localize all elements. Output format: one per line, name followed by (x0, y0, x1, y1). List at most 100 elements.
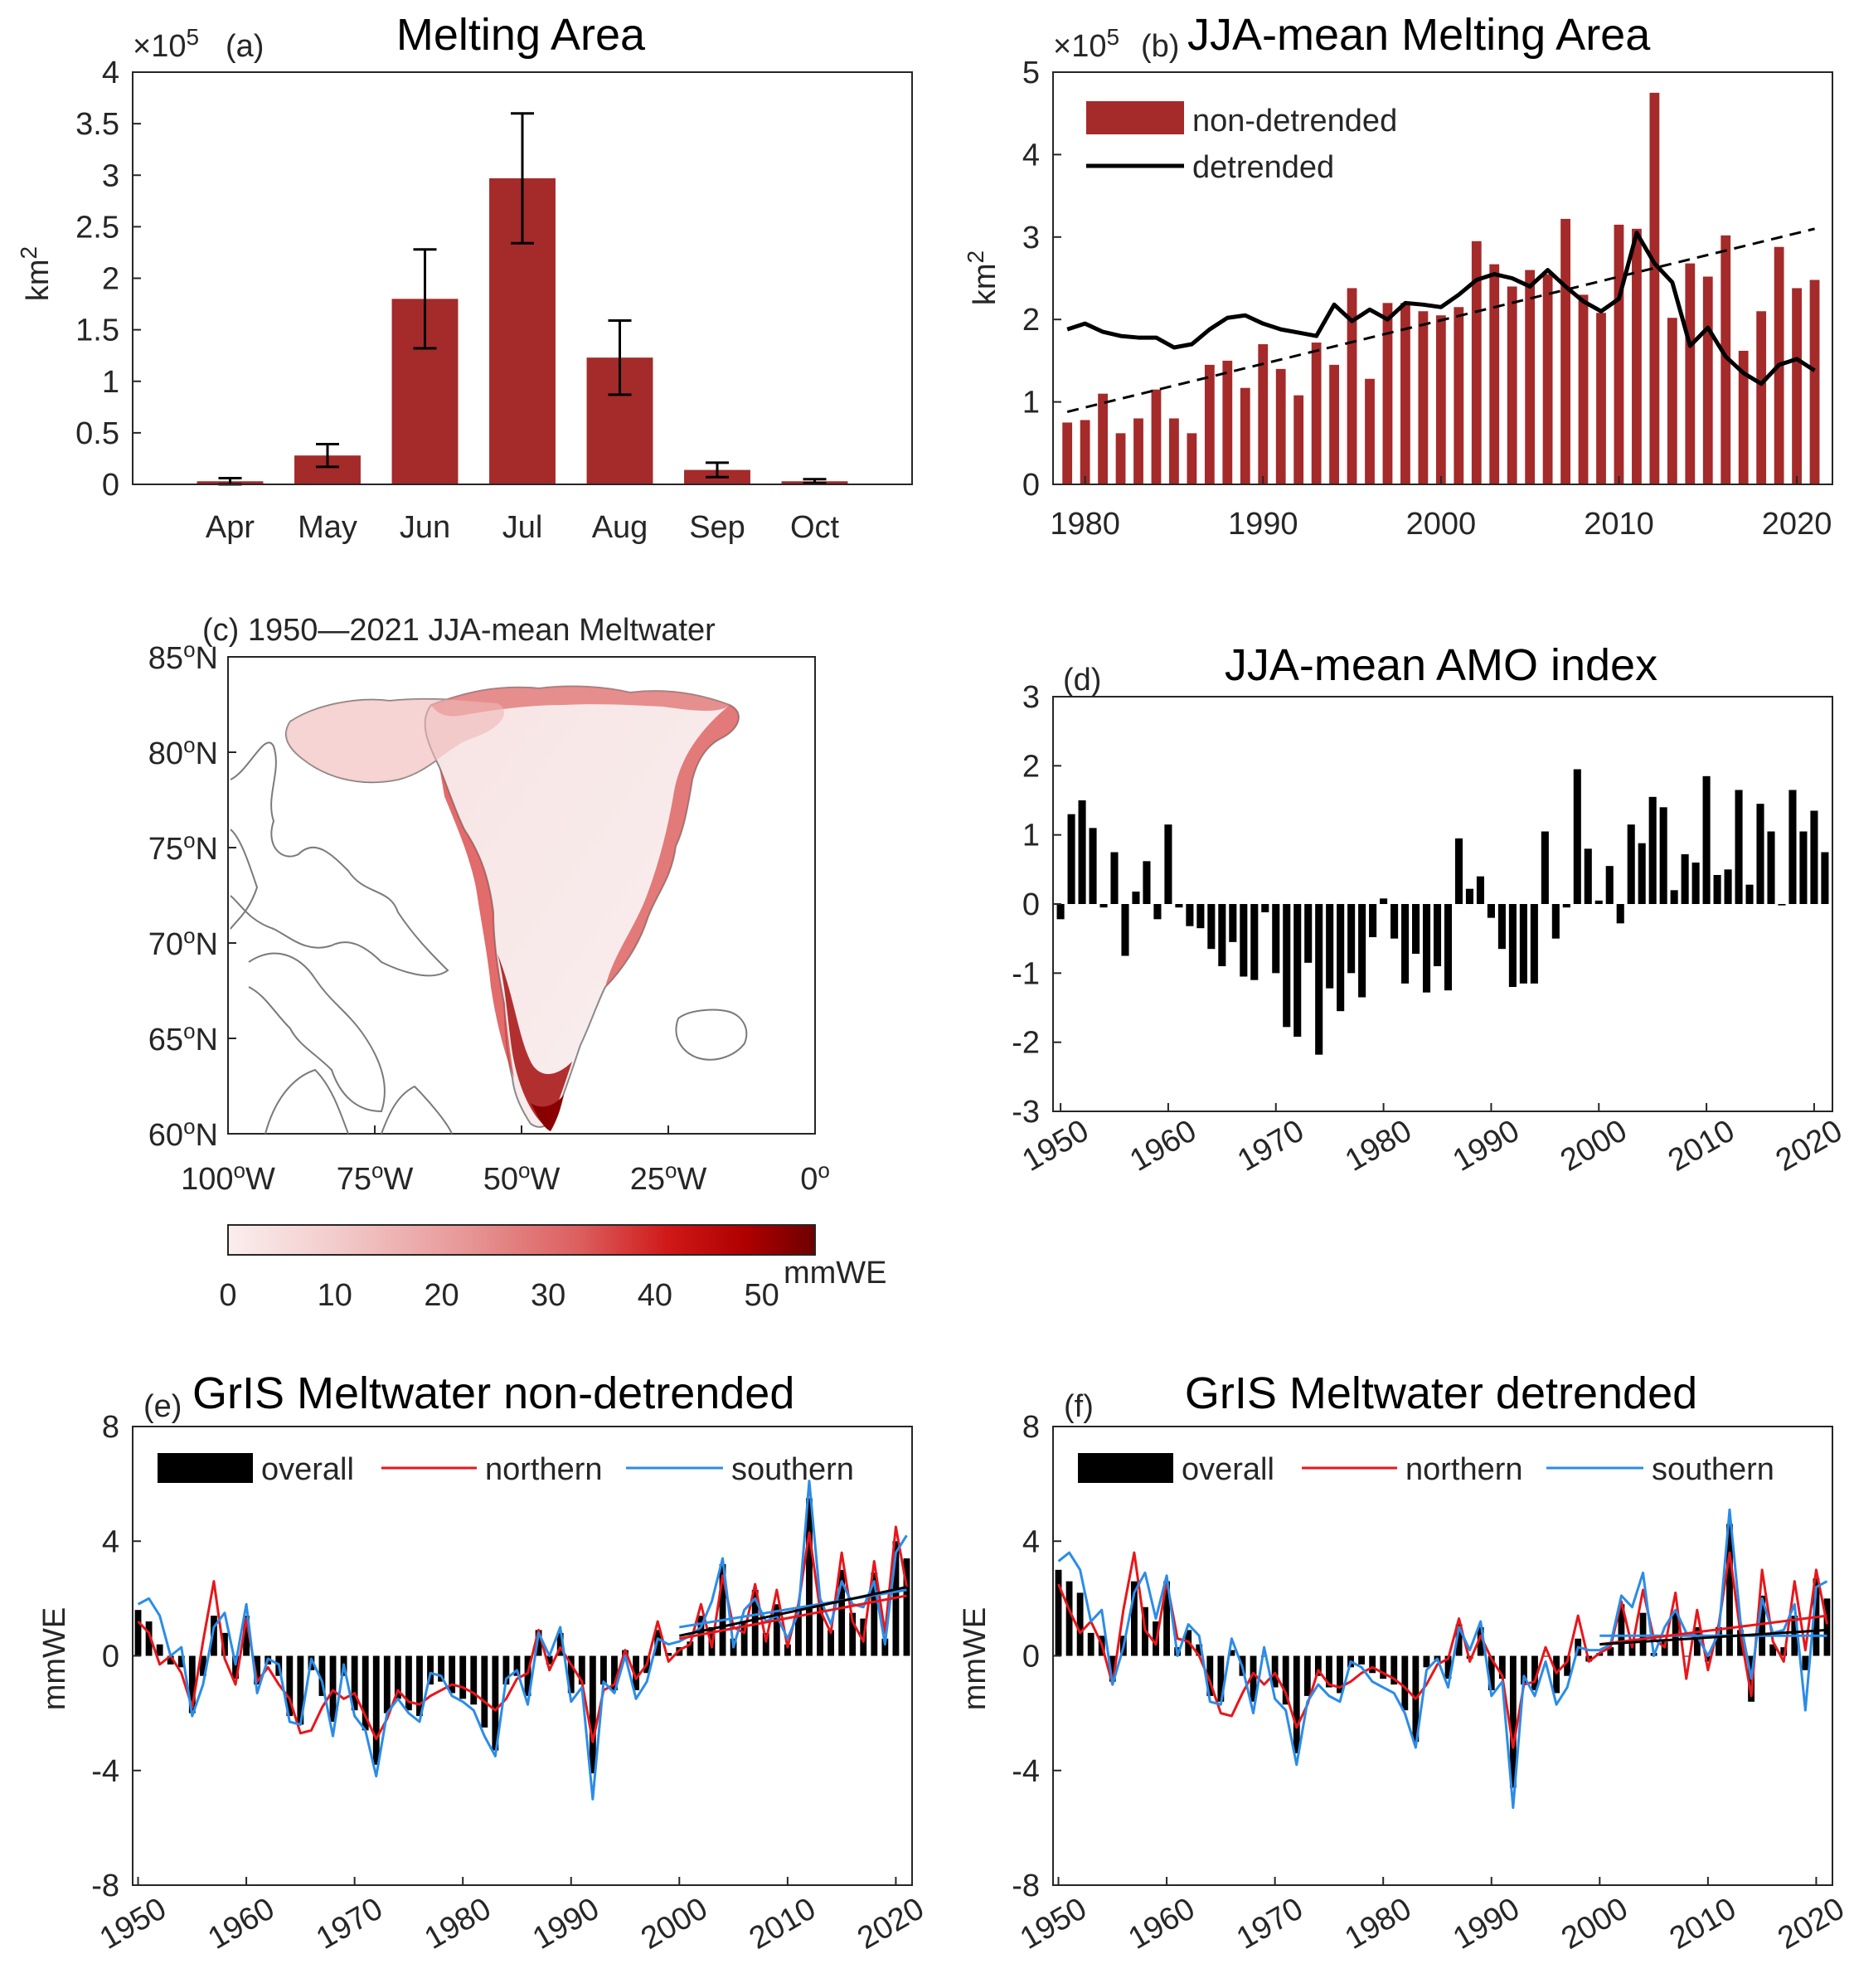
lon-tick-label: 75oW (337, 1158, 414, 1197)
overall-bar-2016 (849, 1612, 857, 1656)
x-tick-label: Sep (689, 510, 745, 545)
amo-bar-1971 (1283, 904, 1291, 1028)
panel-a-ylabel-base: km (21, 259, 56, 301)
lat-tick-label: 75oN (148, 828, 218, 867)
overall-bar-1980 (459, 1655, 467, 1699)
overall-bar-1989 (556, 1632, 564, 1656)
overall-bar-1979 (449, 1655, 456, 1694)
overall-bar-1996 (1553, 1655, 1560, 1694)
y-tick-label: 3.5 (75, 107, 119, 142)
x-tick-label: 2020 (852, 1891, 929, 1956)
x-tick-label: Aug (592, 510, 648, 545)
overall-bar-1989 (1477, 1626, 1484, 1656)
bar-1984 (1151, 389, 1162, 484)
panel-b-scale-label: ×105 (1053, 24, 1119, 64)
x-tick-label: 2000 (635, 1891, 713, 1956)
overall-bar-2004 (719, 1563, 726, 1656)
overall-bar-2002 (1618, 1604, 1625, 1656)
y-tick-label: -8 (91, 1869, 119, 1903)
overall-bar-1993 (600, 1655, 607, 1685)
bar-2013 (1667, 318, 1677, 484)
lat-hemisphere: N (196, 927, 218, 962)
bar-1986 (1187, 433, 1197, 484)
panel-a-axes-frame (132, 71, 913, 485)
northern-melt-margin (431, 686, 730, 717)
x-tick-label: 1980 (1339, 1891, 1417, 1956)
legend-label-northern: northern (485, 1452, 603, 1487)
x-tick-label: 1980 (1339, 1113, 1417, 1179)
lon-hemisphere: W (383, 1162, 413, 1197)
detrended-line (1066, 231, 1816, 386)
overall-bar-1991 (1498, 1655, 1506, 1679)
amo-bar-1988 (1465, 888, 1474, 904)
amo-bar-1980 (1380, 898, 1388, 904)
amo-bar-1962 (1186, 904, 1194, 926)
lat-hemisphere: N (196, 832, 218, 867)
colorbar-tick-label: 40 (638, 1278, 672, 1313)
panel-b-label: (b) (1141, 29, 1179, 64)
y-tick-label: -8 (1012, 1869, 1040, 1903)
south-tip-melt (531, 1095, 564, 1131)
y-tick-label: 3 (102, 158, 119, 193)
overall-bar-1987 (535, 1630, 542, 1656)
lat-hemisphere: N (196, 1118, 218, 1153)
x-tick-label: 2010 (1662, 1113, 1740, 1179)
ellesmere-melt-area (286, 698, 505, 783)
amo-bar-1981 (1390, 904, 1399, 939)
bar-1981 (1098, 393, 1108, 484)
canadian-archipelago-coast (230, 741, 449, 977)
amo-bar-1985 (1433, 904, 1442, 966)
overall-bar-1976 (1337, 1655, 1343, 1694)
x-tick-label: 1960 (202, 1891, 280, 1956)
degree-sign: o (818, 1158, 829, 1183)
amo-bar-2013 (1735, 790, 1743, 904)
amo-bar-1960 (1164, 824, 1172, 904)
x-tick-label: 1960 (1123, 1891, 1201, 1956)
southwest-melt-margin (497, 954, 572, 1128)
y-tick-label: 3 (1022, 221, 1040, 255)
y-tick-label: 2 (1022, 749, 1040, 784)
y-tick-label: 1 (1022, 386, 1040, 420)
x-tick-label: 2000 (1406, 507, 1477, 542)
y-tick-label: 1 (1022, 819, 1040, 853)
panel-b-title: JJA-mean Melting Area (1187, 10, 1651, 60)
bar-2014 (1685, 263, 1696, 484)
amo-bar-1992 (1508, 904, 1517, 987)
lat-tick-label: 85oN (148, 637, 218, 676)
overall-bar-1976 (416, 1655, 423, 1717)
overall-bar-2014 (828, 1630, 834, 1656)
panel-d-title: JJA-mean AMO index (1225, 640, 1657, 690)
lon-hemisphere: W (245, 1162, 275, 1197)
overall-bar-1978 (438, 1655, 444, 1682)
southern-line (137, 1480, 908, 1801)
bar-2018 (1756, 311, 1767, 484)
panel-d-label: (d) (1063, 663, 1101, 698)
bar-1983 (1133, 418, 1143, 484)
overall-bar-1986 (1444, 1655, 1452, 1679)
overall-bar-2006 (1661, 1641, 1668, 1656)
amo-bar-1997 (1562, 904, 1570, 908)
overall-bar-1953 (1087, 1632, 1094, 1656)
lon-value: 25 (630, 1162, 665, 1197)
lat-value: 60 (148, 1118, 183, 1153)
degree-sign: o (665, 1158, 677, 1183)
panel-f-title: GrIS Meltwater detrended (1185, 1368, 1697, 1418)
overall-bar-2013 (1737, 1630, 1744, 1656)
panel-b-scale-base: ×10 (1053, 29, 1106, 64)
amo-bar-2010 (1702, 775, 1711, 904)
x-tick-label: 2020 (1762, 507, 1832, 542)
x-tick-label: Apr (206, 510, 255, 545)
overall-bar-1992 (1509, 1655, 1517, 1788)
overall-bar-1956 (199, 1655, 206, 1676)
overall-bar-1952 (156, 1644, 163, 1656)
bar-2003 (1489, 264, 1500, 484)
x-tick-label: 1970 (311, 1891, 389, 1956)
legend-label-non-detrended: non-detrended (1192, 104, 1397, 139)
x-tick-label: 1990 (1447, 1113, 1525, 1179)
lat-hemisphere: N (196, 736, 218, 771)
overall-bar-2017 (1780, 1647, 1788, 1656)
overall-bar-1984 (1423, 1655, 1430, 1668)
bar-1989 (1240, 387, 1250, 484)
bar-1998 (1400, 303, 1410, 484)
overall-bar-2021 (903, 1558, 910, 1656)
